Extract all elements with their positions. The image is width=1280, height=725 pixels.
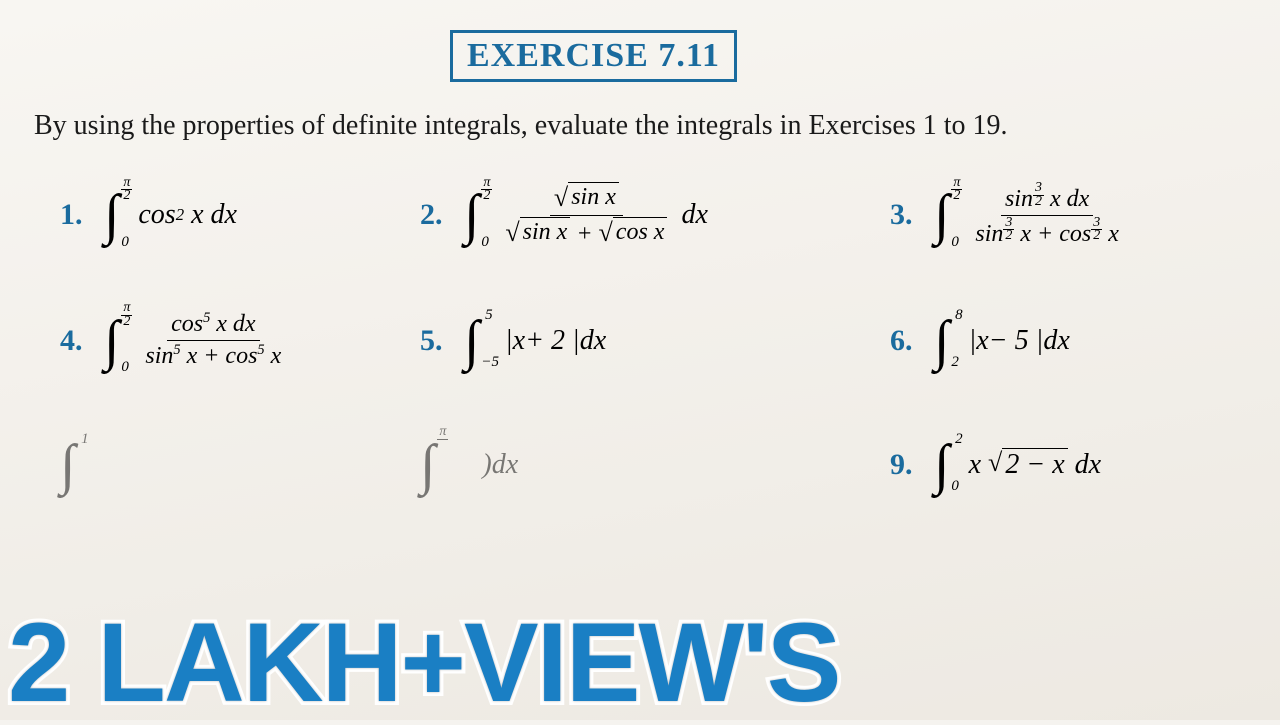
- math-expression: ∫ 82 | x − 5 | dx: [934, 309, 1070, 373]
- problem-number: 4.: [60, 324, 88, 358]
- exercise-title-box: EXERCISE 7.11: [450, 30, 737, 82]
- problems-grid: 1. ∫ π20 cos2 x dx 2. ∫ π20 √sin x √sin …: [60, 182, 1250, 497]
- problem-9: 9. ∫ 20 x √2 − x dx: [890, 433, 1280, 497]
- problem-8-obscured: ∫ π ) dx: [420, 433, 890, 497]
- math-expression: ∫ π20 cos5 x dx sin5 x + cos5 x: [104, 309, 288, 373]
- problem-number: 2.: [420, 198, 448, 232]
- problem-number: 3.: [890, 198, 918, 232]
- instruction-text: By using the properties of definite inte…: [34, 110, 1250, 142]
- problem-3: 3. ∫ π20 sin32 x dx sin32 x + cos32 x: [890, 182, 1280, 249]
- math-expression: ∫ π20 cos2 x dx: [104, 183, 237, 247]
- math-expression: ∫ 20 x √2 − x dx: [934, 433, 1101, 497]
- problem-5: 5. ∫ 5−5 | x + 2 | dx: [420, 309, 890, 373]
- math-expression: ∫ π20 √sin x √sin x + √cos x dx: [464, 182, 708, 249]
- views-overlay-text: 2 LAKH+VIEW'S: [8, 608, 839, 718]
- math-expression: ∫ π ) dx: [420, 433, 518, 497]
- problem-number: 1.: [60, 198, 88, 232]
- problem-1: 1. ∫ π20 cos2 x dx: [60, 182, 420, 249]
- problem-number: 5.: [420, 324, 448, 358]
- problem-2: 2. ∫ π20 √sin x √sin x + √cos x dx: [420, 182, 890, 249]
- math-expression: ∫ 5−5 | x + 2 | dx: [464, 309, 606, 373]
- exercise-title: EXERCISE 7.11: [467, 37, 720, 74]
- problem-number: 6.: [890, 324, 918, 358]
- problem-6: 6. ∫ 82 | x − 5 | dx: [890, 309, 1280, 373]
- problem-number: 9.: [890, 448, 918, 482]
- math-expression: ∫ 1: [60, 433, 95, 497]
- problem-7-obscured: ∫ 1: [60, 433, 420, 497]
- math-expression: ∫ π20 sin32 x dx sin32 x + cos32 x: [934, 182, 1126, 248]
- problem-4: 4. ∫ π20 cos5 x dx sin5 x + cos5 x: [60, 309, 420, 373]
